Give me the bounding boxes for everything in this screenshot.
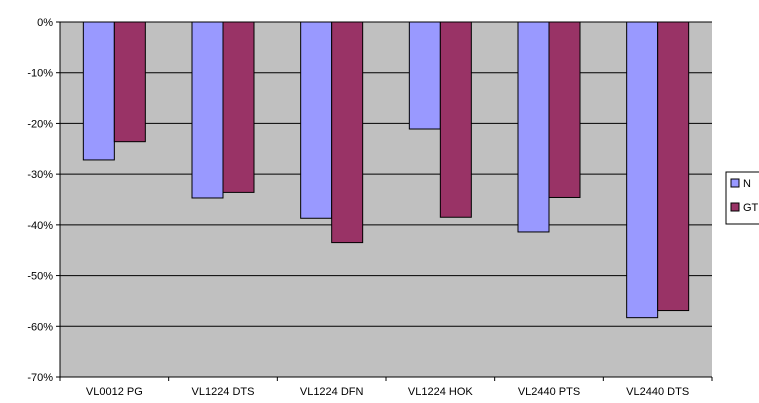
x-category-label: VL1224 HOK xyxy=(408,386,473,398)
x-category-label: VL1224 DTS xyxy=(192,386,255,398)
y-tick-label: -30% xyxy=(27,169,53,181)
legend: N GT xyxy=(725,171,759,225)
legend-swatch-gt xyxy=(730,202,740,212)
x-category-label: VL2440 DTS xyxy=(626,386,689,398)
y-tick-label: -70% xyxy=(27,372,53,384)
legend-swatch-n xyxy=(730,178,740,188)
y-tick-label: -60% xyxy=(27,321,53,333)
x-category-label: VL1224 DFN xyxy=(300,386,364,398)
bar-n-2 xyxy=(300,21,333,219)
bar-n-5 xyxy=(626,21,659,319)
x-category-label: VL2440 PTS xyxy=(518,386,580,398)
x-category-label: VL0012 PG xyxy=(86,386,143,398)
bar-n-0 xyxy=(82,21,115,161)
y-tick-label: -40% xyxy=(27,220,53,232)
bar-n-3 xyxy=(408,21,441,130)
legend-label-gt: GT xyxy=(743,202,759,214)
y-tick-label: -50% xyxy=(27,271,53,283)
y-tick-label: -20% xyxy=(27,118,53,130)
bar-gt-0 xyxy=(113,21,146,143)
bar-gt-3 xyxy=(439,21,472,218)
bar-gt-2 xyxy=(331,21,364,244)
plot-area xyxy=(60,22,712,377)
x-axis-categories: VL0012 PG VL1224 DTS VL1224 DFN VL1224 HOK V… xyxy=(59,377,713,398)
bar-gt-5 xyxy=(657,21,690,312)
bar-gt-4 xyxy=(548,21,581,198)
legend-label-n: N xyxy=(743,178,751,190)
bar-gt-1 xyxy=(222,21,255,193)
bar-n-1 xyxy=(191,21,224,199)
y-tick-label: -10% xyxy=(27,68,53,80)
y-tick-label: 0% xyxy=(37,17,53,29)
gridlines xyxy=(60,72,712,327)
bar-n-4 xyxy=(517,21,550,233)
